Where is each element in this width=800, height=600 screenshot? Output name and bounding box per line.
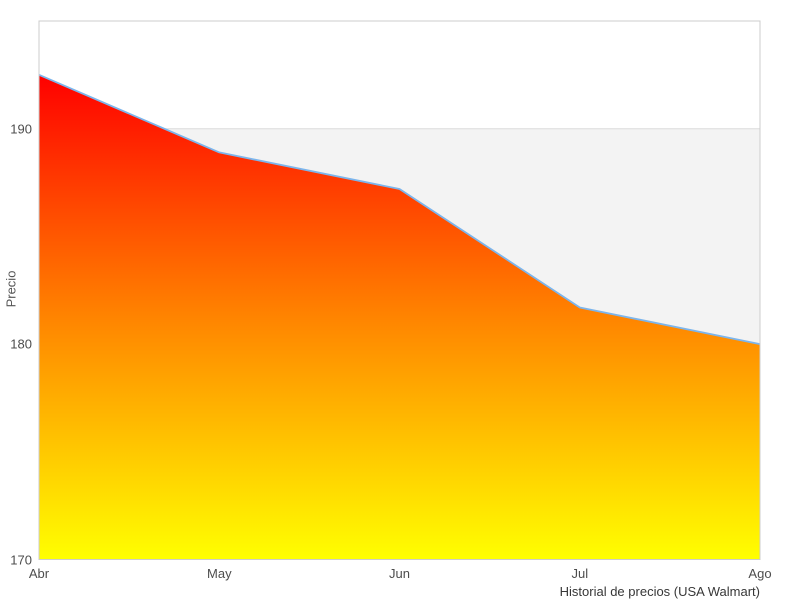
x-tick-label: May	[207, 566, 232, 581]
y-tick-label: 180	[10, 336, 32, 352]
chart-title: Historial de precios (USA Walmart)	[559, 584, 760, 599]
price-area	[39, 74, 760, 560]
x-tick-label: Abr	[28, 566, 50, 581]
x-tick-label: Ago	[748, 566, 772, 581]
y-axis-title: Precio	[3, 270, 19, 308]
x-tick-label: Jun	[389, 566, 410, 581]
x-tick-label: Jul	[571, 566, 589, 581]
y-tick-label: 170	[10, 552, 32, 567]
plot-border	[38, 20, 761, 560]
price-line	[38, 73, 761, 345]
y-tick-label: 190	[10, 121, 32, 137]
